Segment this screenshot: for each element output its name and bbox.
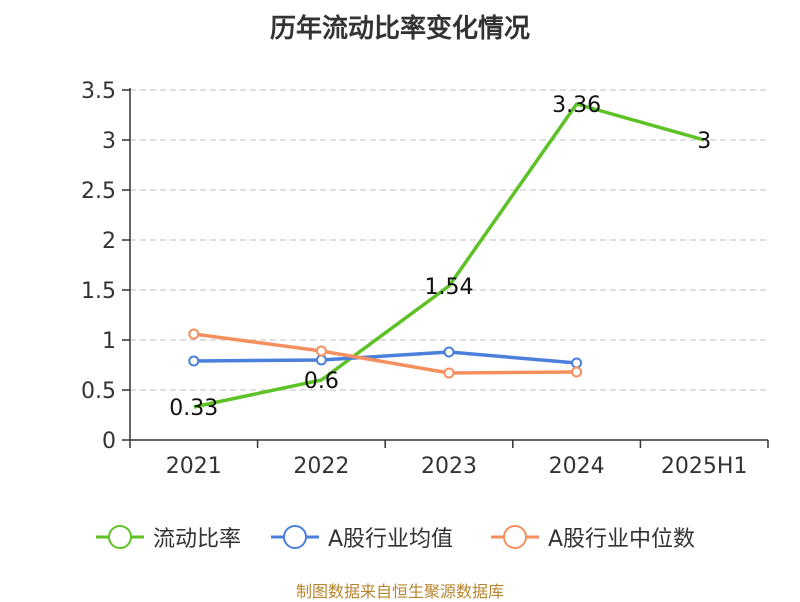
y-tick-label: 1: [102, 329, 116, 354]
series-line-3: [193, 332, 577, 375]
legend-label: 流动比率: [153, 527, 242, 552]
data-point[interactable]: [443, 346, 455, 358]
grid-lines: [130, 89, 768, 391]
data-label: 0.33: [169, 396, 218, 421]
data-label: 0.6: [304, 369, 339, 394]
y-tick-label: 2: [102, 229, 116, 254]
series-lines: [188, 102, 705, 409]
legend-line-circle-icon: [271, 525, 319, 549]
series-line-2: [193, 350, 577, 365]
data-point[interactable]: [571, 366, 583, 378]
data-label: 3.36: [552, 93, 601, 118]
y-tick-label: 3: [102, 129, 116, 154]
y-tick-label: 1.5: [81, 279, 116, 304]
legend-label: A股行业均值: [328, 527, 454, 552]
x-tick-label: 2021: [166, 454, 222, 479]
x-tick-label: 2024: [549, 454, 605, 479]
chart-title: 历年流动比率变化情况: [269, 14, 530, 44]
y-tick-label: 2.5: [81, 179, 116, 204]
data-point[interactable]: [188, 328, 200, 340]
data-point[interactable]: [315, 354, 327, 366]
source-footer: 制图数据来自恒生聚源数据库: [295, 582, 504, 601]
x-tick-label: 2025H1: [661, 454, 748, 479]
x-tick-label: 2023: [421, 454, 477, 479]
series-line-1: [193, 102, 705, 409]
legend-line-circle-icon: [96, 525, 144, 549]
data-point[interactable]: [315, 345, 327, 357]
y-tick-label: 3.5: [81, 79, 116, 104]
legend-item-3[interactable]: A股行业中位数: [490, 520, 695, 554]
legend-line-circle-icon: [491, 525, 539, 549]
data-label: 3: [697, 129, 711, 154]
data-label: 1.54: [425, 275, 474, 300]
data-point[interactable]: [443, 367, 455, 379]
data-point[interactable]: [571, 357, 583, 369]
axes: 0 0.5 1 1.5 2 2.5 3 3.5 2021 2022 2023 2024 2025H1: [81, 79, 769, 479]
legend: 流动比率 A股行业均值 A股行业中位数: [0, 520, 800, 554]
data-labels: 0.33 0.6 1.54 3.36 3: [169, 93, 711, 421]
legend-item-1[interactable]: 流动比率: [95, 520, 241, 554]
line-chart: 0 0.5 1 1.5 2 2.5 3 3.5 2021 2022 2023 2024 2025H1 0…: [81, 79, 769, 479]
x-tick-label: 2022: [293, 454, 349, 479]
legend-label: A股行业中位数: [548, 527, 696, 552]
legend-item-2[interactable]: A股行业均值: [270, 520, 453, 554]
data-point[interactable]: [188, 355, 200, 367]
y-tick-label: 0.5: [81, 379, 116, 404]
y-tick-label: 0: [102, 429, 116, 454]
